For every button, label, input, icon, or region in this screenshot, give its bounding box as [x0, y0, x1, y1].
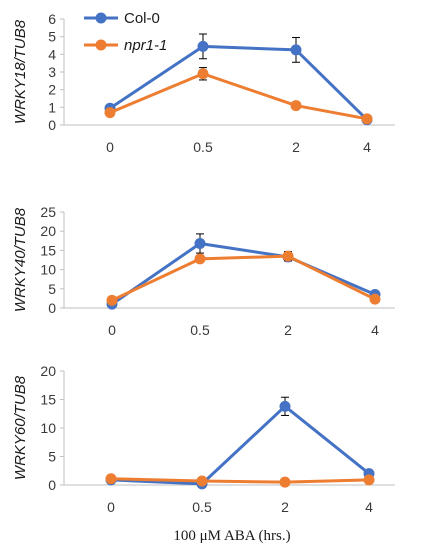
y-tick-label: 5: [48, 29, 56, 45]
y-tick-label: 4: [48, 46, 56, 62]
x-axis-label: 100 μM ABA (hrs.): [173, 528, 290, 544]
data-point: [197, 68, 209, 80]
y-tick-label: 20: [40, 363, 56, 379]
data-point: [106, 294, 118, 306]
y-tick-label: 6: [48, 11, 56, 27]
series-col-0: [106, 233, 381, 310]
y-axis-label: WRKY60/TUB8: [12, 375, 29, 480]
x-tick-label: 2: [281, 499, 289, 515]
series-npr1-1: [104, 67, 373, 125]
data-point: [290, 44, 302, 56]
series-line: [110, 404, 370, 486]
data-point: [290, 100, 302, 112]
y-axis-label: WRKY40/TUB8: [12, 207, 29, 312]
series-line: [111, 254, 376, 302]
y-tick-label: 0: [48, 117, 56, 133]
y-tick-label: 0: [48, 300, 56, 316]
x-tick-label: 2: [292, 139, 300, 155]
x-tick-label: 0.5: [193, 139, 213, 155]
x-tick-label: 4: [363, 139, 371, 155]
series-npr1-1: [106, 250, 381, 306]
x-tick-label: 0.5: [190, 322, 210, 338]
y-tick-label: 0: [48, 477, 56, 493]
x-tick-label: 0: [106, 139, 114, 155]
series-line: [109, 72, 368, 121]
data-point: [194, 253, 206, 265]
data-point: [369, 293, 381, 305]
data-point: [361, 113, 373, 125]
y-tick-label: 10: [40, 420, 56, 436]
legend-entry-2: npr1-1: [84, 37, 167, 54]
x-tick-label: 4: [365, 499, 373, 515]
series-line: [109, 44, 369, 121]
x-tick-label: 0.5: [192, 499, 212, 515]
legend-swatch-marker: [95, 39, 107, 51]
legend-label: Col-0: [124, 10, 160, 27]
data-point: [196, 475, 208, 487]
y-tick-label: 2: [48, 82, 56, 98]
y-tick-label: 5: [48, 449, 56, 465]
y-tick-label: 5: [48, 281, 56, 297]
legend-swatch-marker: [95, 12, 107, 24]
data-point: [363, 474, 375, 486]
series-npr1-1: [105, 473, 375, 488]
y-tick-label: 1: [48, 99, 56, 115]
x-tick-label: 0: [107, 499, 115, 515]
y-axis-label: WRKY18/TUB8: [12, 19, 29, 124]
y-tick-label: 15: [40, 392, 56, 408]
data-point: [105, 473, 117, 485]
data-point: [279, 476, 291, 488]
series-line: [110, 477, 370, 484]
legend-label: npr1-1: [124, 37, 167, 54]
data-point: [279, 400, 291, 412]
data-point: [282, 250, 294, 262]
y-tick-label: 10: [40, 262, 56, 278]
series-line: [111, 241, 376, 306]
y-tick-label: 25: [40, 204, 56, 220]
data-point: [104, 107, 116, 119]
x-tick-label: 0: [108, 322, 116, 338]
legend-entry-1: Col-0: [84, 10, 160, 27]
x-tick-label: 2: [284, 322, 292, 338]
data-point: [197, 40, 209, 52]
x-tick-label: 4: [371, 322, 379, 338]
data-point: [194, 237, 206, 249]
series-col-0: [105, 396, 375, 490]
chart-panel-3: 0 5 10 15 20 0 0.5 2 4 WRKY60/TUB8: [12, 363, 395, 515]
chart-panel-2: 0 5 10 15 20 25 0 0.5 2 4 WRKY40/TUB8: [12, 204, 395, 338]
y-tick-label: 20: [40, 223, 56, 239]
legend: Col-0 npr1-1: [84, 10, 167, 54]
y-tick-label: 15: [40, 242, 56, 258]
y-tick-label: 3: [48, 64, 56, 80]
